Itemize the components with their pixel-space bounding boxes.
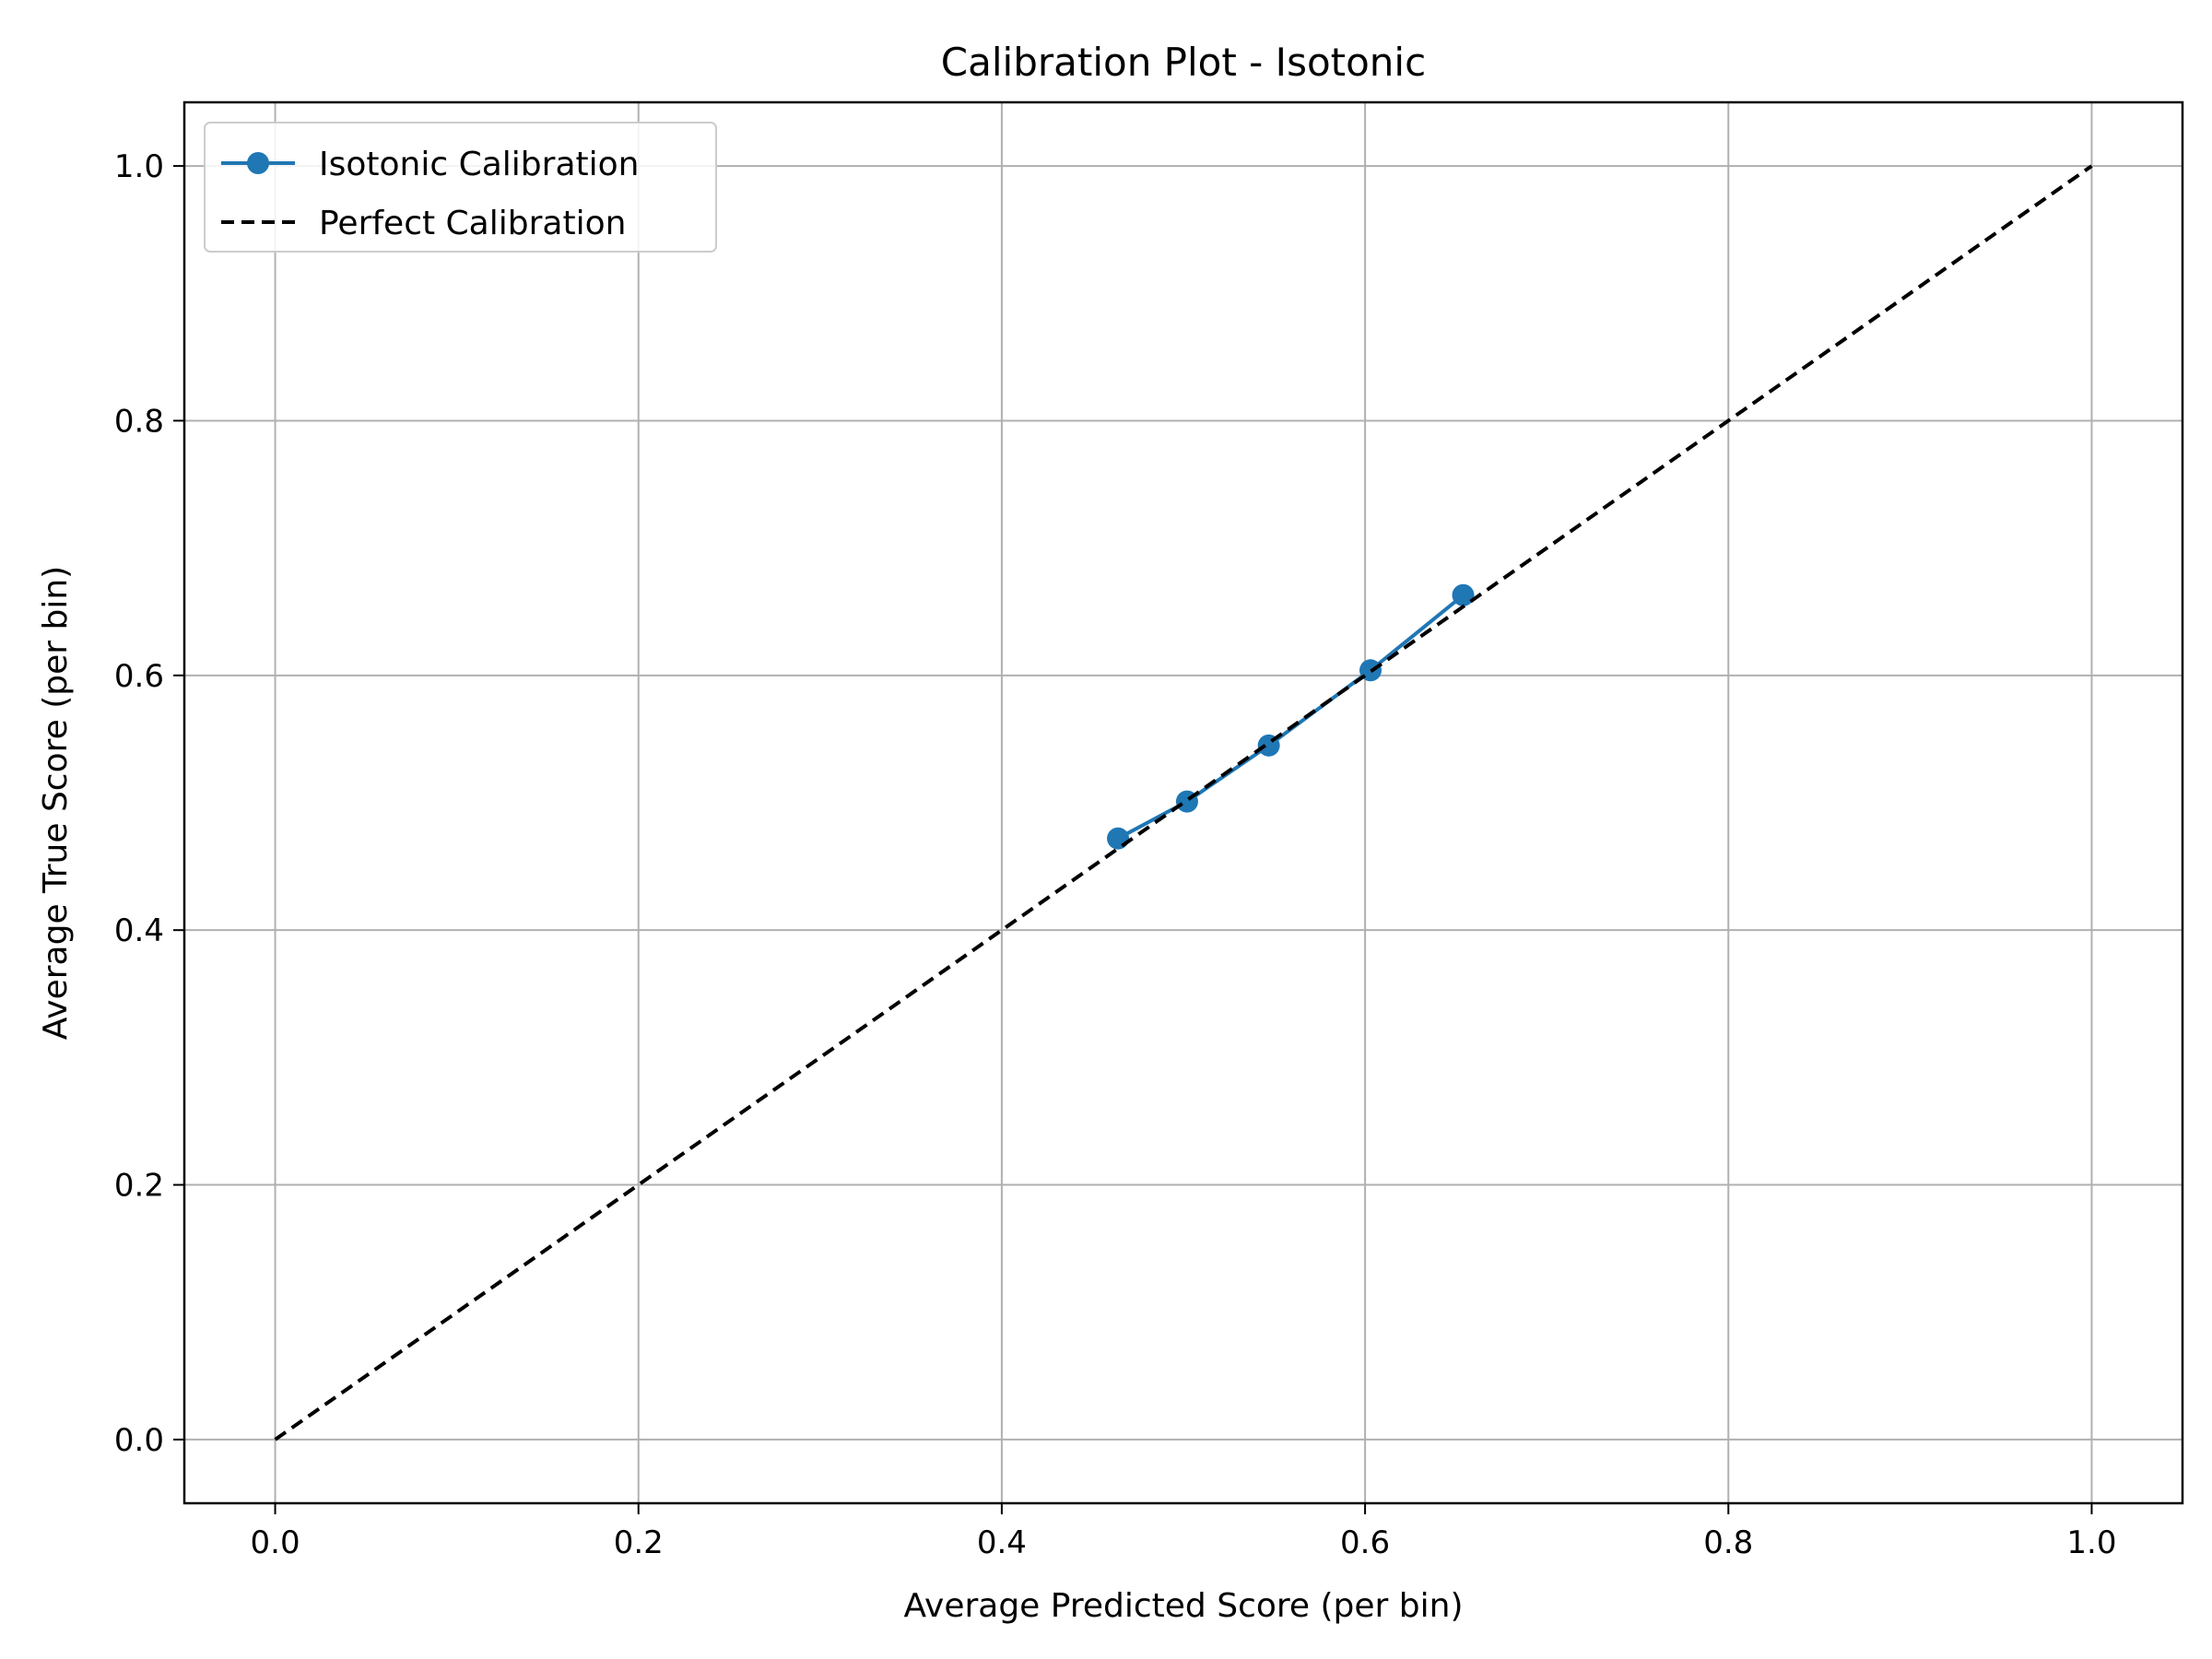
y-tick-label: 0.0 xyxy=(114,1422,164,1459)
x-tick-label: 1.0 xyxy=(2066,1524,2116,1561)
axis-ticks: 0.0 0.2 0.4 0.6 0.8 1.0 0.0 0.2 0.4 0.6 0.8 1.0 xyxy=(114,148,2117,1561)
y-tick-label: 0.4 xyxy=(114,912,164,949)
legend-box xyxy=(204,122,717,253)
x-tick-label: 0.2 xyxy=(614,1524,664,1561)
legend: Isotonic Calibration Perfect Calibration xyxy=(204,122,717,253)
data-point xyxy=(1452,583,1475,606)
y-tick-label: 0.2 xyxy=(114,1168,164,1205)
x-tick-label: 0.0 xyxy=(251,1524,300,1561)
data-point xyxy=(1107,827,1130,850)
series-line-1 xyxy=(274,164,2093,1441)
legend-label: Perfect Calibration xyxy=(319,205,626,242)
y-tick-label: 0.6 xyxy=(114,658,164,695)
plot-series xyxy=(274,164,2093,1441)
x-axis-label: Average Predicted Score (per bin) xyxy=(904,1587,1464,1625)
chart-title: Calibration Plot - Isotonic xyxy=(941,40,1426,85)
x-tick-label: 0.6 xyxy=(1340,1524,1390,1561)
axes-frame xyxy=(182,100,2184,1505)
series-line-0 xyxy=(1117,594,1465,841)
x-tick-label: 0.8 xyxy=(1703,1524,1753,1561)
y-tick-label: 0.8 xyxy=(114,403,164,440)
legend-marker xyxy=(247,152,269,174)
y-tick-label: 1.0 xyxy=(114,148,164,185)
legend-label: Isotonic Calibration xyxy=(319,146,639,183)
x-tick-label: 0.4 xyxy=(977,1524,1027,1561)
y-axis-label: Average True Score (per bin) xyxy=(37,566,75,1040)
